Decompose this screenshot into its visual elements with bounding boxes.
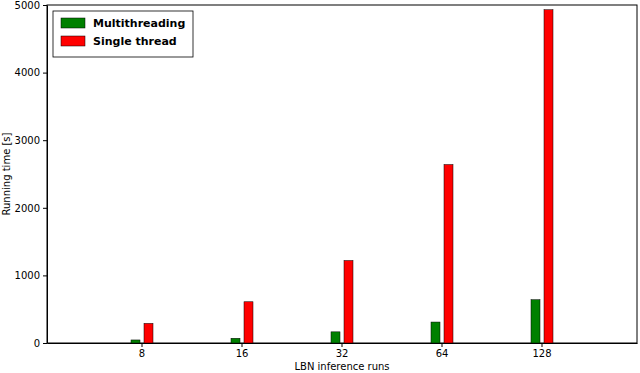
x-tick-mark: [542, 343, 543, 347]
plot: 0 1000 2000 3000 4000 5000 8 16 32 64 128 Multithre…: [15, 0, 638, 359]
y-tick-label: 3000: [15, 135, 40, 146]
y-tick: 2000: [15, 203, 47, 214]
x-tick: 32: [336, 343, 349, 359]
x-tick-mark: [242, 343, 243, 347]
y-tick: 4000: [15, 67, 47, 78]
x-tick-label: 16: [236, 348, 249, 359]
x-tick: 64: [436, 343, 449, 359]
x-axis: 8 16 32 64 128: [48, 343, 638, 359]
bar: [444, 165, 453, 343]
x-tick-label: 32: [336, 348, 349, 359]
x-tick: 128: [532, 343, 551, 359]
legend-swatch: [61, 18, 85, 28]
bar: [544, 10, 553, 343]
y-tick: 0: [34, 338, 47, 349]
x-axis-title: LBN inference runs: [294, 361, 389, 372]
y-tick: 1000: [15, 270, 47, 281]
x-tick: 8: [139, 343, 145, 359]
y-tick-mark: [43, 73, 47, 74]
y-tick-label: 4000: [15, 67, 40, 78]
legend-label: Single thread: [93, 35, 177, 48]
bar: [131, 340, 140, 343]
plot-frame: [47, 5, 637, 343]
y-tick-label: 5000: [15, 0, 40, 11]
y-axis: 0 1000 2000 3000 4000 5000: [15, 0, 48, 349]
y-tick-mark: [43, 208, 47, 209]
y-tick: 5000: [15, 0, 47, 11]
y-tick: 3000: [15, 135, 47, 146]
bar: [531, 300, 540, 343]
y-tick-label: 1000: [15, 270, 40, 281]
bar: [144, 323, 153, 343]
bar: [431, 322, 440, 343]
x-tick-label: 128: [532, 348, 551, 359]
y-axis-line: [47, 6, 48, 344]
x-tick: 16: [236, 343, 249, 359]
y-axis-title: Running time [s]: [1, 132, 12, 215]
bars: [131, 10, 553, 343]
legend-swatch: [61, 36, 85, 46]
y-tick-label: 2000: [15, 203, 40, 214]
y-tick-label: 0: [34, 338, 40, 349]
legend: Multithreading Single thread: [53, 11, 193, 57]
chart: 0 1000 2000 3000 4000 5000 8 16 32 64 128 Multithre…: [0, 0, 640, 373]
y-tick-mark: [43, 343, 47, 344]
x-tick-mark: [342, 343, 343, 347]
bar: [244, 302, 253, 343]
bar: [231, 338, 240, 343]
y-tick-mark: [43, 140, 47, 141]
x-tick-label: 64: [436, 348, 449, 359]
legend-frame: [53, 11, 193, 57]
x-tick-mark: [142, 343, 143, 347]
y-tick-mark: [43, 5, 47, 6]
x-tick-mark: [442, 343, 443, 347]
bar: [344, 261, 353, 343]
x-tick-label: 8: [139, 348, 145, 359]
legend-label: Multithreading: [93, 17, 185, 30]
y-tick-mark: [43, 275, 47, 276]
bar: [331, 332, 340, 343]
